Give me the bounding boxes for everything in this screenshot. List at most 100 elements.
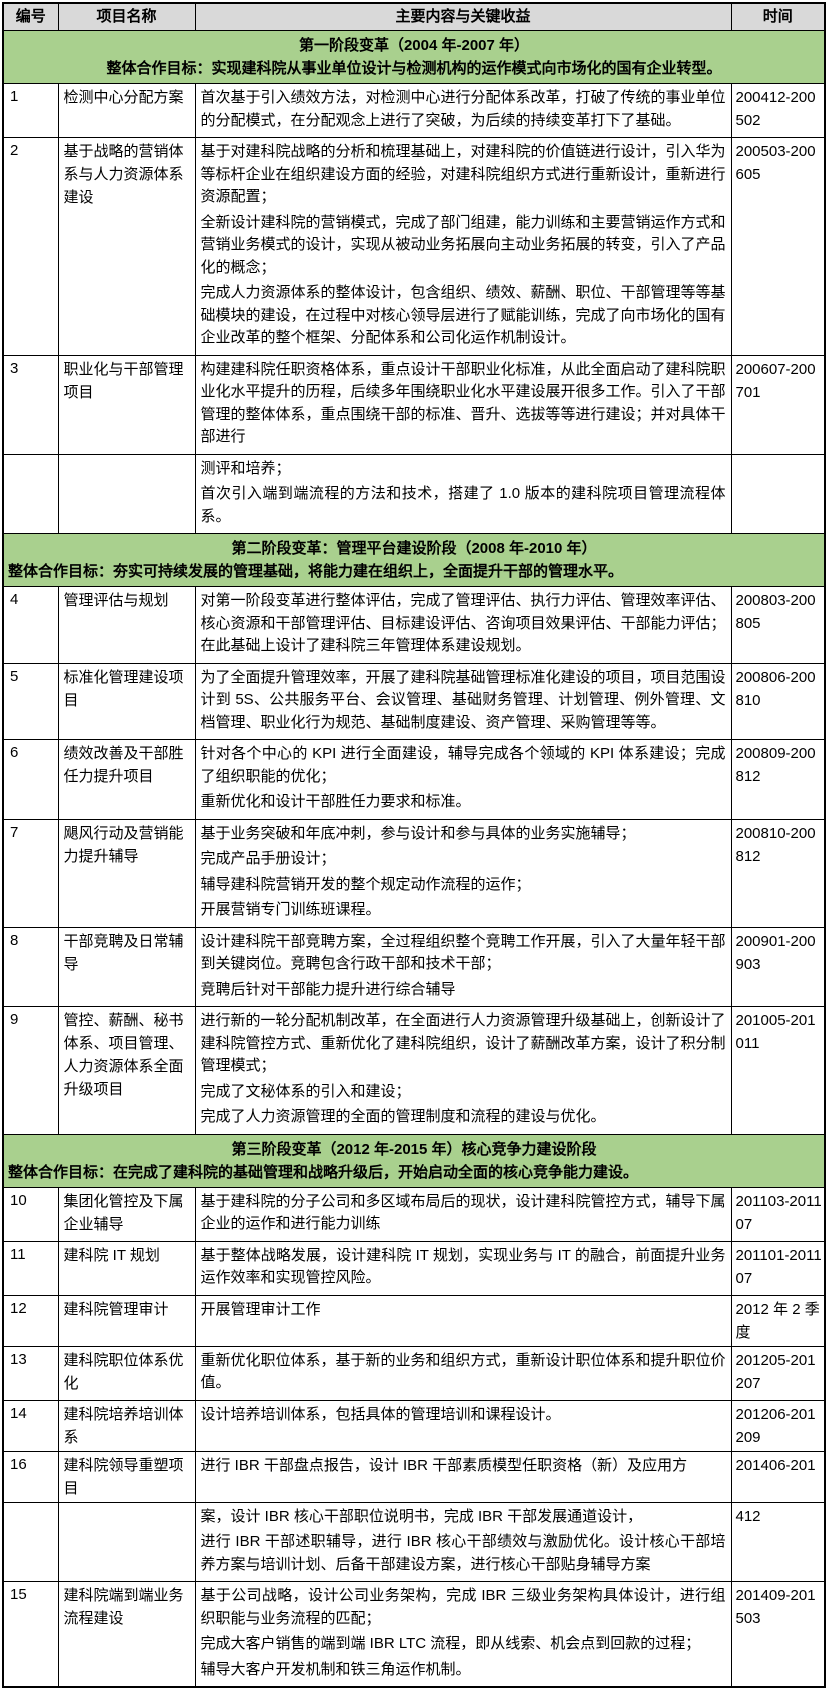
- project-name-cell: 建科院领导重塑项目: [57, 1450, 196, 1503]
- content-paragraph: 辅导大客户开发机制和铁三角运作机制。: [200, 1660, 471, 1678]
- content-cell: 案，设计 IBR 核心干部职位说明书，完成 IBR 干部发展通道设计， 进行 IB…: [194, 1501, 732, 1582]
- row-number-cell: 15: [2, 1581, 59, 1688]
- project-name-cell: 职业化与干部管理项目: [57, 354, 196, 455]
- content-paragraph: 设计建科院干部竞聘方案，全过程组织整个竞聘工作开展，引入了大量年轻干部到关键岗位…: [200, 932, 726, 973]
- content-paragraph: 重新优化职位体系，基于新的业务和组织方式，重新设计职位体系和提升职位价值。: [200, 1351, 726, 1392]
- time-cell: 200809-200812: [730, 739, 826, 820]
- project-name-cell: 建科院端到端业务流程建设: [57, 1581, 196, 1688]
- time-cell: 201406-201: [730, 1450, 826, 1503]
- section-cell: 第二阶段变革：管理平台建设阶段（2008 年-2010 年） 整体合作目标：夯实可…: [2, 533, 826, 587]
- content-paragraph: 完成了人力资源管理的全面的管理制度和流程的建设与优化。: [200, 1108, 606, 1125]
- content-cell: 重新优化职位体系，基于新的业务和组织方式，重新设计职位体系和提升职位价值。: [194, 1345, 732, 1401]
- row-number-cell: [2, 453, 59, 534]
- content-paragraph: 基于业务突破和年底冲刺，参与设计和参与具体的业务实施辅导；: [200, 824, 636, 842]
- section-row: 第二阶段变革：管理平台建设阶段（2008 年-2010 年） 整体合作目标：夯实可…: [2, 533, 826, 587]
- table-row: 8 干部竞聘及日常辅导 设计建科院干部竞聘方案，全过程组织整个竞聘工作开展，引入了大…: [2, 926, 826, 1007]
- project-name-cell: 管控、薪酬、秘书体系、项目管理、人力资源体系全面升级项目: [57, 1006, 196, 1135]
- row-number-cell: 6: [2, 739, 59, 820]
- section-title: 第一阶段变革（2004 年-2007 年）: [298, 37, 530, 54]
- content-paragraph: 构建建科院任职资格体系，重点设计干部职业化标准，从此全面启动了建科院职业化水平提…: [200, 360, 726, 446]
- time-cell: 201103-201107: [730, 1186, 826, 1242]
- time-cell: 201206-201209: [730, 1399, 826, 1452]
- content-cell: 进行新的一轮分配机制改革，在全面进行人力资源管理升级基础上，创新设计了建科院管控…: [194, 1006, 732, 1135]
- content-paragraph: 完成大客户销售的端到端 IBR LTC 流程，即从线索、机会点到回款的过程；: [200, 1635, 701, 1652]
- content-cell: 设计培养培训体系，包括具体的管理培训和课程设计。: [194, 1399, 732, 1452]
- row-number-cell: 7: [2, 818, 59, 928]
- time-cell: 200810-200812: [730, 818, 826, 928]
- content-paragraph: 基于建科院的分子公司和多区域布局后的现状，设计建科院管控方式，辅导下属企业的运作…: [200, 1192, 726, 1233]
- section-goal: 整体合作目标：夯实可持续发展的管理基础，将能力建在组织上，全面提升干部的管理水平…: [8, 563, 624, 580]
- table-row: 13 建科院职位体系优化 重新优化职位体系，基于新的业务和组织方式，重新设计职位体系…: [2, 1345, 826, 1401]
- time-cell: 201101-201107: [730, 1240, 826, 1296]
- row-number-cell: 8: [2, 926, 59, 1007]
- content-paragraph: 重新优化和设计干部胜任力要求和标准。: [200, 793, 471, 810]
- content-cell: 针对各个中心的 KPI 进行全面建设，辅导完成各个领域的 KPI 体系建设；完成…: [194, 739, 732, 820]
- row-number-cell: 1: [2, 83, 59, 138]
- content-paragraph: 基于公司战略，设计公司业务架构，完成 IBR 三级业务架构具体设计，进行组织职能…: [200, 1587, 726, 1627]
- table-row: 测评和培养； 首次引入端到端流程的方法和技术，搭建了 1.0 版本的建科院项目管理…: [2, 453, 826, 534]
- project-name-cell: 绩效改善及干部胜任力提升项目: [57, 739, 196, 820]
- content-paragraph: 基于整体战略发展，设计建科院 IT 规划，实现业务与 IT 的融合，前面提升业务…: [200, 1246, 726, 1287]
- project-name-cell: 建科院 IT 规划: [57, 1240, 196, 1296]
- row-number-cell: 10: [2, 1186, 59, 1242]
- content-cell: 基于对建科院战略的分析和梳理基础上，对建科院的价值链进行设计，引入华为等标杆企业…: [194, 137, 732, 356]
- table-header-row: 编号 项目名称 主要内容与关键收益 时间: [2, 2, 826, 31]
- table-row: 1 检测中心分配方案 首次基于引入绩效方法，对检测中心进行分配体系改革，打破了传统的…: [2, 83, 826, 138]
- project-name-cell: 建科院职位体系优化: [57, 1345, 196, 1401]
- table-row: 11 建科院 IT 规划 基于整体战略发展，设计建科院 IT 规划，实现业务与 IT…: [2, 1240, 826, 1296]
- project-name-cell: 建科院培养培训体系: [57, 1399, 196, 1452]
- table-row: 15 建科院端到端业务流程建设 基于公司战略，设计公司业务架构，完成 IBR 三级业…: [2, 1581, 826, 1688]
- section-goal: 整体合作目标：实现建科院从事业单位设计与检测机构的运作模式向市场化的国有企业转型…: [106, 60, 722, 77]
- table-body: 第一阶段变革（2004 年-2007 年） 整体合作目标：实现建科院从事业单位设计…: [2, 30, 826, 1688]
- column-header-content: 主要内容与关键收益: [194, 2, 732, 31]
- content-cell: 测评和培养； 首次引入端到端流程的方法和技术，搭建了 1.0 版本的建科院项目管理…: [194, 453, 732, 534]
- content-paragraph: 针对各个中心的 KPI 进行全面建设，辅导完成各个领域的 KPI 体系建设；完成…: [200, 745, 726, 785]
- content-paragraph: 为了全面提升管理效率，开展了建科院基础管理标准化建设的项目，项目范围设计到 5S…: [200, 668, 726, 731]
- table-row: 3 职业化与干部管理项目 构建建科院任职资格体系，重点设计干部职业化标准，从此全面启…: [2, 354, 826, 455]
- project-name-cell: [57, 453, 196, 534]
- time-cell: 200806-200810: [730, 662, 826, 740]
- content-cell: 设计建科院干部竞聘方案，全过程组织整个竞聘工作开展，引入了大量年轻干部到关键岗位…: [194, 926, 732, 1007]
- content-cell: 进行 IBR 干部盘点报告，设计 IBR 干部素质模型任职资格（新）及应用方: [194, 1450, 732, 1503]
- content-cell: 基于公司战略，设计公司业务架构，完成 IBR 三级业务架构具体设计，进行组织职能…: [194, 1581, 732, 1688]
- table-row: 16 建科院领导重塑项目 进行 IBR 干部盘点报告，设计 IBR 干部素质模型任职…: [2, 1450, 826, 1503]
- project-name-cell: 集团化管控及下属企业辅导: [57, 1186, 196, 1242]
- column-header-time: 时间: [730, 2, 826, 31]
- content-paragraph: 设计培养培训体系，包括具体的管理培训和课程设计。: [200, 1405, 561, 1423]
- time-cell: 200803-200805: [730, 586, 826, 664]
- section-goal: 整体合作目标：在完成了建科院的基础管理和战略升级后，开始启动全面的核心竞争能力建…: [8, 1163, 639, 1181]
- section-title: 第三阶段变革（2012 年-2015 年）核心竞争力建设阶段: [231, 1140, 597, 1158]
- content-paragraph: 完成产品手册设计；: [200, 850, 336, 867]
- time-cell: 201409-201503: [730, 1581, 826, 1688]
- content-paragraph: 辅导建科院营销开发的整个规定动作流程的运作；: [200, 875, 531, 893]
- column-header-project-name: 项目名称: [57, 2, 196, 31]
- table-row: 案，设计 IBR 核心干部职位说明书，完成 IBR 干部发展通道设计， 进行 IB…: [2, 1501, 826, 1582]
- content-cell: 开展管理审计工作: [194, 1294, 732, 1347]
- content-paragraph: 基于对建科院战略的分析和梳理基础上，对建科院的价值链进行设计，引入华为等标杆企业…: [200, 143, 726, 205]
- content-cell: 基于整体战略发展，设计建科院 IT 规划，实现业务与 IT 的融合，前面提升业务…: [194, 1240, 732, 1296]
- row-number-cell: 16: [2, 1450, 59, 1503]
- content-paragraph: 竞聘后针对干部能力提升进行综合辅导: [200, 980, 456, 998]
- table-row: 12 建科院管理审计 开展管理审计工作 2012 年 2 季度: [2, 1294, 826, 1347]
- time-cell: [730, 453, 826, 534]
- section-cell: 第三阶段变革（2012 年-2015 年）核心竞争力建设阶段整体合作目标：在完成…: [2, 1133, 826, 1188]
- content-cell: 为了全面提升管理效率，开展了建科院基础管理标准化建设的项目，项目范围设计到 5S…: [194, 662, 732, 740]
- content-paragraph: 进行 IBR 干部述职辅导，进行 IBR 核心干部绩效与激励优化。设计核心干部培…: [200, 1533, 726, 1573]
- time-cell: 201205-201207: [730, 1345, 826, 1401]
- table-row: 5 标准化管理建设项目 为了全面提升管理效率，开展了建科院基础管理标准化建设的项目，…: [2, 662, 826, 740]
- content-cell: 首次基于引入绩效方法，对检测中心进行分配体系改革，打破了传统的事业单位的分配模式…: [194, 83, 732, 138]
- time-cell: 2012 年 2 季度: [730, 1294, 826, 1347]
- time-cell: 200412-200502: [730, 83, 826, 138]
- content-paragraph: 开展管理审计工作: [200, 1300, 321, 1318]
- section-row: 第一阶段变革（2004 年-2007 年） 整体合作目标：实现建科院从事业单位设计…: [2, 30, 826, 84]
- content-paragraph: 全新设计建科院的营销模式，完成了部门组建，能力训练和主要营销运作方式和营销业务模…: [200, 213, 726, 276]
- row-number-cell: 13: [2, 1345, 59, 1401]
- time-cell: 200503-200605: [730, 137, 826, 356]
- table-row: 14 建科院培养培训体系 设计培养培训体系，包括具体的管理培训和课程设计。 20120…: [2, 1399, 826, 1452]
- section-row: 第三阶段变革（2012 年-2015 年）核心竞争力建设阶段整体合作目标：在完成…: [2, 1133, 826, 1188]
- content-paragraph: 案，设计 IBR 核心干部职位说明书，完成 IBR 干部发展通道设计，: [200, 1507, 643, 1525]
- time-cell: 201005-201011: [730, 1006, 826, 1135]
- time-cell: 412: [730, 1501, 826, 1582]
